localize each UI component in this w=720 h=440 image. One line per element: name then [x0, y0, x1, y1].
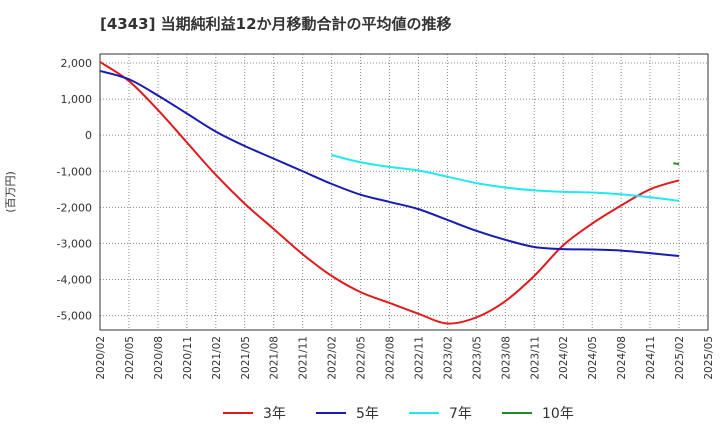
legend-label: 5年 — [356, 406, 379, 422]
x-tick-label: 2020/05 — [124, 336, 136, 380]
y-tick-label: -2,000 — [57, 201, 92, 214]
legend-swatch — [223, 412, 253, 414]
x-tick-label: 2020/02 — [95, 336, 107, 380]
x-tick-label: 2022/08 — [385, 336, 397, 380]
x-tick-label: 2024/05 — [587, 336, 599, 380]
legend-swatch — [409, 412, 439, 414]
y-tick-labels: 2,000 1,000 0 -1,000 -2,000 -3,000 -4,000 -5,00… — [57, 57, 92, 323]
legend-swatch — [502, 412, 532, 414]
legend: 3年 5年 7年 10年 — [0, 403, 720, 427]
plot-frame — [99, 53, 709, 331]
legend-label: 7年 — [449, 406, 472, 422]
y-tick-label: -1,000 — [57, 165, 92, 178]
x-tick-label: 2023/08 — [500, 336, 512, 380]
x-tick-label: 2022/11 — [413, 336, 425, 380]
series-line-3 — [331, 154, 680, 202]
legend-item: 5年 — [316, 403, 379, 423]
legend-item: 10年 — [502, 403, 574, 423]
y-tick-label: -5,000 — [57, 310, 92, 323]
x-tick-label: 2023/05 — [471, 336, 483, 380]
x-tick-label: 2022/05 — [356, 336, 368, 380]
grid-layer — [99, 54, 709, 330]
x-tick-label: 2023/11 — [529, 336, 541, 380]
y-tick-label: -4,000 — [57, 273, 92, 286]
x-tick-label: 2025/05 — [703, 336, 715, 380]
x-tick-label: 2021/05 — [240, 336, 252, 380]
chart-title: [4343] 当期純利益12か月移動合計の平均値の推移 — [100, 15, 452, 33]
y-tick-label: 2,000 — [61, 57, 93, 70]
x-tick-label: 2024/02 — [558, 336, 570, 380]
series-line-4 — [673, 162, 680, 166]
y-tick-label: 1,000 — [61, 93, 93, 106]
x-tick-label: 2020/08 — [153, 336, 165, 380]
y-tick-label: -3,000 — [57, 237, 92, 250]
legend-item: 7年 — [409, 403, 472, 423]
legend-swatch — [316, 412, 346, 414]
x-tick-label: 2024/08 — [616, 336, 628, 380]
legend-label: 10年 — [542, 406, 574, 422]
x-tick-label: 2025/02 — [674, 336, 686, 380]
x-tick-label: 2021/11 — [298, 336, 310, 380]
x-tick-label: 2022/02 — [327, 336, 339, 380]
x-tick-label: 2024/11 — [645, 336, 657, 380]
legend-item: 3年 — [223, 403, 286, 423]
x-tick-label: 2023/02 — [442, 336, 454, 380]
x-tick-labels: 2020/02 2020/05 2020/08 2020/11 2021/02 2021/… — [95, 336, 715, 380]
y-tick-label: 0 — [85, 129, 92, 142]
series-line-2 — [99, 69, 680, 258]
legend-label: 3年 — [263, 406, 286, 422]
y-axis-label: (百万円) — [4, 171, 17, 213]
x-tick-label: 2020/11 — [182, 336, 194, 380]
series-layer — [99, 61, 680, 325]
x-tick-label: 2021/02 — [211, 336, 223, 380]
series-line-1 — [99, 61, 680, 325]
x-tick-label: 2021/08 — [269, 336, 281, 380]
